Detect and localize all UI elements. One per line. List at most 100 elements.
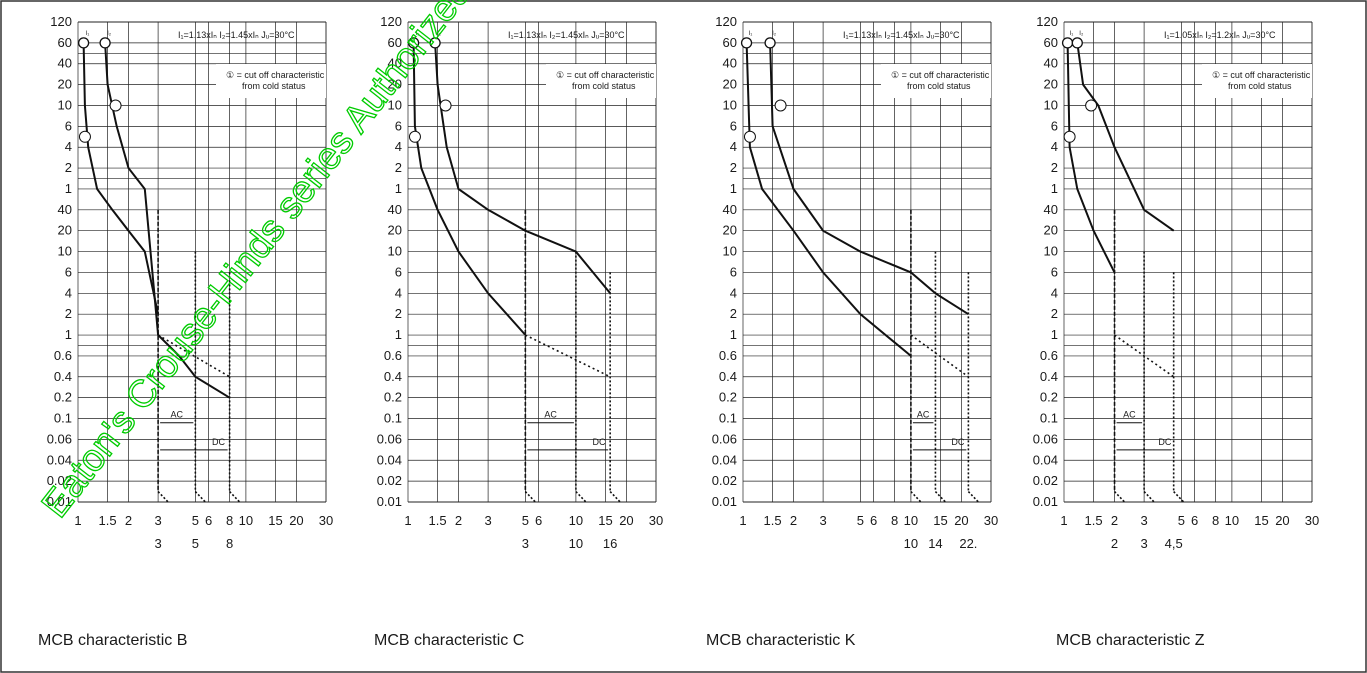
legend-line-2: from cold status [1228, 81, 1292, 91]
marker-circle [77, 37, 90, 49]
y-tick-label: 6 [395, 118, 402, 133]
legend-line-1: ① = cut off characteristic [891, 70, 990, 80]
y-tick-label: 0.2 [719, 390, 737, 405]
y-tick-label: 10 [1044, 97, 1058, 112]
x-tick-label: 6 [1191, 513, 1198, 528]
x-sub-tick-label: 3 [522, 536, 529, 551]
y-tick-label: 0.01 [712, 494, 737, 509]
marker-circle [99, 37, 111, 49]
y-tick-label: 120 [50, 14, 72, 29]
x-tick-label: 30 [1305, 513, 1319, 528]
y-tick-label: 2 [395, 306, 402, 321]
dotted-continuation [910, 334, 969, 378]
y-tick-label: 4 [730, 285, 737, 300]
x-tick-label: 15 [1254, 513, 1268, 528]
ac-label: AC [917, 410, 930, 420]
marker-circle [740, 37, 753, 49]
limit-tail [157, 491, 169, 503]
dc-label: DC [951, 437, 964, 447]
curve-upper [1076, 42, 1175, 232]
y-tick-label: 6 [730, 118, 737, 133]
y-tick-label: 6 [395, 264, 402, 279]
chart-panel-z: 12060402010642140201064210.60.40.20.10.0… [1033, 14, 1320, 551]
x-tick-label: 2 [125, 513, 132, 528]
marker-circle [1071, 37, 1083, 49]
y-tick-label: 4 [395, 285, 402, 300]
x-tick-label: 8 [226, 513, 233, 528]
dotted-continuation [524, 334, 611, 378]
limit-tail [575, 491, 587, 503]
i2-label: I₂ [107, 31, 112, 37]
caption-z: MCB characteristic Z [1056, 632, 1205, 649]
y-tick-label: 0.06 [1033, 431, 1058, 446]
x-tick-label: 1 [1060, 513, 1067, 528]
y-tick-label: 2 [1051, 160, 1058, 175]
x-sub-tick-label: 3 [154, 536, 161, 551]
limit-tail [934, 491, 947, 503]
y-tick-label: 0.01 [1033, 494, 1058, 509]
legend-box [216, 64, 326, 98]
x-sub-tick-label: 14 [928, 536, 942, 551]
chart-panel-b: 12060402010642140201064210.60.40.20.10.0… [47, 14, 334, 551]
x-tick-label: 10 [239, 513, 253, 528]
i2-label: I₂ [437, 31, 442, 37]
y-tick-label: 6 [65, 118, 72, 133]
y-tick-label: 0.1 [719, 411, 737, 426]
y-tick-label: 4 [395, 139, 402, 154]
cold-status-marker [439, 99, 452, 112]
y-tick-label: 2 [1051, 306, 1058, 321]
legend-box [546, 64, 656, 98]
x-tick-label: 6 [205, 513, 212, 528]
y-tick-label: 1 [1051, 327, 1058, 342]
y-tick-label: 40 [723, 56, 737, 71]
limit-tail [229, 491, 241, 503]
y-tick-label: 6 [65, 264, 72, 279]
limit-tail [910, 491, 922, 503]
y-tick-label: 0.2 [54, 390, 72, 405]
y-tick-label: 0.6 [54, 348, 72, 363]
y-tick-label: 20 [388, 77, 402, 92]
x-tick-label: 1 [404, 513, 411, 528]
y-tick-label: 1 [1051, 181, 1058, 196]
y-tick-label: 20 [1044, 77, 1058, 92]
y-tick-label: 0.06 [47, 431, 72, 446]
x-tick-label: 6 [870, 513, 877, 528]
y-tick-label: 0.04 [377, 452, 402, 467]
y-tick-label: 0.4 [1040, 369, 1058, 384]
y-tick-label: 10 [1044, 244, 1058, 259]
i1-label: I₁ [416, 31, 420, 37]
y-tick-label: 10 [388, 97, 402, 112]
y-tick-label: 0.6 [719, 348, 737, 363]
y-tick-label: 2 [730, 160, 737, 175]
legend-box [881, 64, 991, 98]
y-tick-label: 0.02 [1033, 473, 1058, 488]
i1-label: I₁ [749, 31, 753, 37]
x-tick-label: 1.5 [99, 513, 117, 528]
y-tick-label: 4 [1051, 139, 1058, 154]
x-tick-label: 10 [904, 513, 918, 528]
x-tick-label: 15 [268, 513, 282, 528]
chart-panel-c: 12060402010642140201064210.60.40.20.10.0… [377, 14, 664, 551]
caption-c: MCB characteristic C [374, 632, 525, 649]
dc-label: DC [1158, 437, 1171, 447]
y-tick-label: 0.1 [54, 411, 72, 426]
y-tick-label: 40 [388, 56, 402, 71]
chart-panel-k: 12060402010642140201064210.60.40.20.10.0… [712, 14, 999, 551]
y-tick-label: 4 [730, 139, 737, 154]
cold-status-marker [743, 130, 756, 143]
cold-status-marker [774, 99, 787, 112]
y-tick-label: 0.02 [377, 473, 402, 488]
y-tick-label: 120 [380, 14, 402, 29]
i2-label: I₂ [772, 31, 777, 37]
limit-tail [524, 491, 536, 503]
x-tick-label: 3 [484, 513, 491, 528]
caption-k: MCB characteristic K [706, 632, 856, 649]
x-tick-label: 30 [649, 513, 663, 528]
x-tick-label: 5 [522, 513, 529, 528]
x-tick-label: 5 [1178, 513, 1185, 528]
x-tick-label: 5 [192, 513, 199, 528]
y-tick-label: 10 [388, 244, 402, 259]
y-tick-label: 60 [388, 35, 402, 50]
cold-status-marker [78, 130, 91, 143]
